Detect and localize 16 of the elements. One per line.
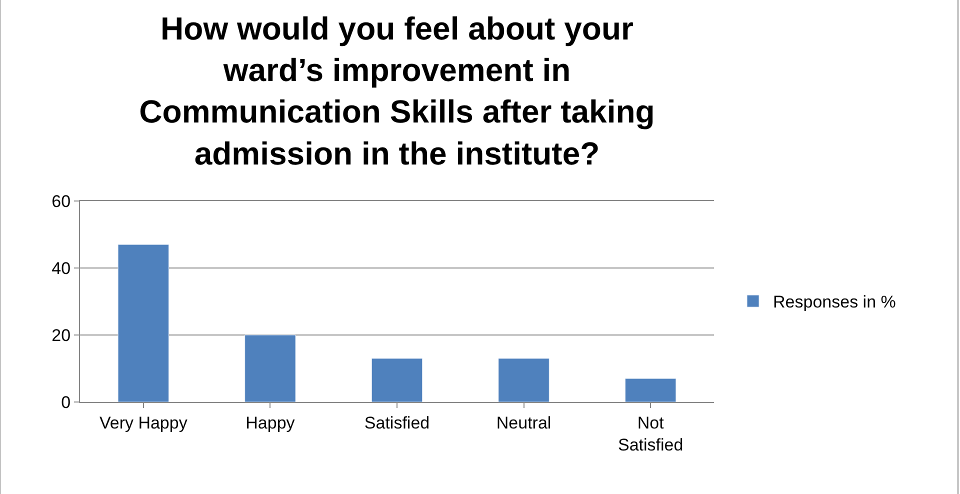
x-tick-label: Very Happy [99,413,188,432]
y-tick-label: 0 [61,392,71,412]
bar [244,334,296,402]
y-tick-label: 40 [52,258,71,278]
legend-label: Responses in % [773,292,896,312]
chart-title: How would you feel about your ward’s improvement in Communication Skills after taking admission in the institute? [139,10,655,172]
x-tick-label: Happy [246,413,296,432]
bar [498,358,550,402]
x-tick-label: Satisfied [364,413,430,432]
bar [371,358,423,402]
x-tick-label: Not Satisfied [618,413,684,454]
bar [624,378,676,402]
y-tick-label: 60 [52,192,71,211]
x-tick-label: Neutral [496,413,552,432]
y-tick-label: 20 [52,326,71,345]
bar [118,244,170,402]
